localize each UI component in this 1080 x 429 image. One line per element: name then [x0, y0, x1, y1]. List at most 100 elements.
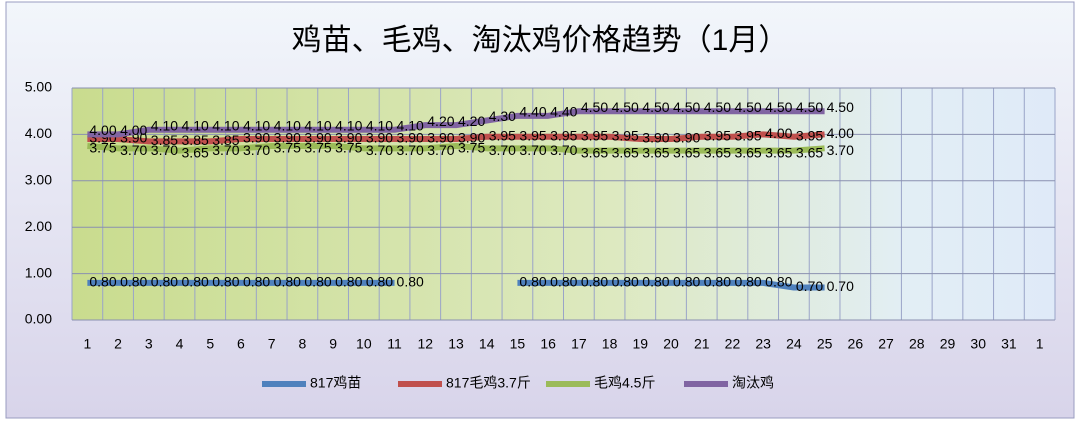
data-label: 3.90 — [274, 130, 301, 146]
x-tick-label: 21 — [694, 336, 710, 352]
data-label: 3.90 — [335, 130, 362, 146]
data-label: 3.85 — [182, 132, 209, 148]
data-label: 4.40 — [519, 104, 546, 120]
x-tick-label: 1 — [83, 336, 91, 352]
x-tick-label: 22 — [725, 336, 741, 352]
x-tick-label: 9 — [329, 336, 337, 352]
y-tick-label: 0.00 — [25, 311, 52, 327]
data-label: 0.80 — [704, 274, 731, 290]
data-label: 0.80 — [550, 274, 577, 290]
y-tick-label: 5.00 — [25, 79, 52, 95]
data-label: 4.00 — [765, 125, 792, 141]
data-label: 0.80 — [581, 274, 608, 290]
data-label: 3.90 — [642, 130, 669, 146]
data-label: 3.70 — [550, 142, 577, 158]
x-tick-label: 28 — [909, 336, 925, 352]
x-tick-label: 31 — [1001, 336, 1017, 352]
data-label: 4.50 — [796, 99, 823, 115]
x-tick-label: 20 — [663, 336, 679, 352]
data-label: 0.80 — [120, 274, 147, 290]
data-label: 0.80 — [274, 274, 301, 290]
legend-label: 淘汰鸡 — [732, 375, 774, 391]
data-label: 0.80 — [151, 274, 178, 290]
y-tick-label: 3.00 — [25, 172, 52, 188]
data-label: 3.95 — [489, 127, 516, 143]
data-label: 4.10 — [212, 117, 239, 133]
data-label: 4.00 — [89, 122, 116, 138]
data-label: 4.10 — [274, 117, 301, 133]
data-label: 3.70 — [519, 142, 546, 158]
data-label: 0.80 — [366, 274, 393, 290]
x-tick-label: 17 — [571, 336, 587, 352]
data-label: 3.65 — [734, 144, 761, 160]
x-tick-label: 3 — [145, 336, 153, 352]
x-tick-label: 7 — [268, 336, 276, 352]
x-tick-label: 23 — [755, 336, 771, 352]
data-label: 4.50 — [734, 99, 761, 115]
x-tick-label: 12 — [417, 336, 433, 352]
series-line — [87, 108, 825, 138]
x-tick-label: 27 — [878, 336, 894, 352]
data-label: 4.50 — [612, 99, 639, 115]
data-label: 3.65 — [612, 144, 639, 160]
data-label: 4.50 — [673, 99, 700, 115]
data-label: 3.65 — [182, 144, 209, 160]
chart-title: 鸡苗、毛鸡、淘汰鸡价格趋势（1月） — [292, 24, 789, 57]
data-label: 3.70 — [827, 142, 854, 158]
data-label: 3.70 — [366, 142, 393, 158]
x-tick-label: 13 — [448, 336, 464, 352]
data-label: 3.65 — [673, 144, 700, 160]
data-label: 3.70 — [151, 142, 178, 158]
data-label: 3.95 — [796, 127, 823, 143]
x-tick-label: 10 — [356, 336, 372, 352]
data-label: 4.50 — [765, 99, 792, 115]
data-label: 3.75 — [335, 140, 362, 156]
x-tick-label: 11 — [387, 336, 402, 352]
legend-label: 817鸡苗 — [310, 375, 361, 391]
x-tick-label: 4 — [176, 336, 184, 352]
x-tick-label: 24 — [786, 336, 802, 352]
x-tick-label: 16 — [540, 336, 556, 352]
data-label: 3.95 — [734, 127, 761, 143]
data-label: 3.65 — [642, 144, 669, 160]
x-tick-label: 30 — [970, 336, 986, 352]
x-tick-label: 2 — [114, 336, 122, 352]
data-label: 0.80 — [734, 274, 761, 290]
data-label: 3.90 — [366, 130, 393, 146]
data-label: 0.70 — [796, 278, 823, 294]
x-tick-label: 25 — [817, 336, 833, 352]
y-tick-label: 2.00 — [25, 218, 52, 234]
data-label: 3.65 — [704, 144, 731, 160]
data-label: 0.80 — [673, 274, 700, 290]
data-label: 0.80 — [335, 274, 362, 290]
x-tick-label: 14 — [479, 336, 495, 352]
x-tick-label: 6 — [237, 336, 245, 352]
data-label: 3.90 — [427, 130, 454, 146]
data-label: 3.95 — [581, 127, 608, 143]
series-line — [87, 279, 825, 291]
data-label: 0.80 — [243, 274, 270, 290]
y-tick-label: 1.00 — [25, 264, 52, 280]
x-tick-label: 26 — [848, 336, 864, 352]
data-label: 3.90 — [673, 130, 700, 146]
data-label: 3.90 — [397, 130, 424, 146]
y-tick-label: 4.00 — [25, 125, 52, 141]
data-label: 3.85 — [151, 132, 178, 148]
data-label: 3.70 — [489, 142, 516, 158]
x-tick-label: 19 — [633, 336, 649, 352]
data-label: 4.10 — [151, 117, 178, 133]
x-tick-label: 1 — [1036, 336, 1044, 352]
data-label: 4.20 — [458, 113, 485, 129]
data-label: 4.50 — [704, 99, 731, 115]
x-tick-label: 5 — [206, 336, 214, 352]
data-label: 4.10 — [335, 117, 362, 133]
legend-label: 817毛鸡3.7斤 — [446, 375, 531, 391]
data-label: 0.80 — [765, 274, 792, 290]
data-label: 4.40 — [550, 104, 577, 120]
x-tick-label: 8 — [298, 336, 306, 352]
data-label: 3.95 — [612, 127, 639, 143]
x-tick-label: 29 — [940, 336, 956, 352]
data-label: 4.50 — [827, 99, 854, 115]
